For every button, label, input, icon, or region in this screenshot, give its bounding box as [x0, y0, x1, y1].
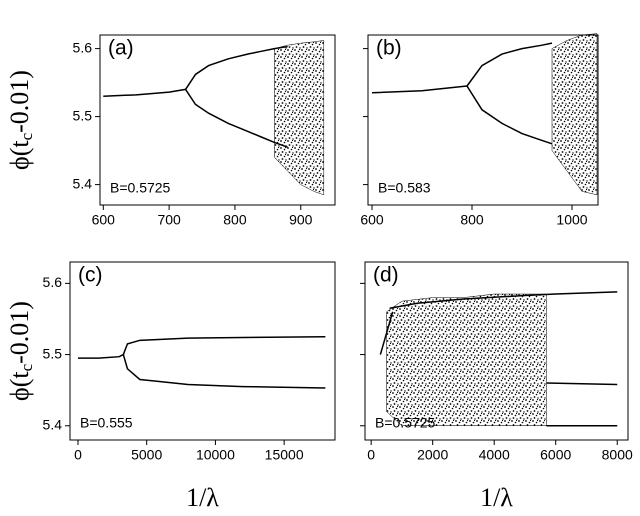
- branch: [466, 85, 553, 145]
- x-tick-label: 700: [157, 212, 181, 228]
- panel-label: (b): [376, 37, 402, 60]
- y-tick-label: 5.4: [43, 416, 63, 432]
- chaotic-band: [386, 293, 547, 427]
- panel-label: (d): [373, 264, 399, 287]
- branch: [389, 291, 618, 310]
- annotation: B=0.5725: [110, 180, 171, 196]
- x-tick-label: 800: [223, 212, 247, 228]
- x-axis-label: 1/λ: [480, 483, 513, 512]
- annotation: B=0.583: [378, 180, 431, 196]
- y-tick-label: 5.5: [73, 107, 93, 123]
- branch: [122, 354, 326, 389]
- branch: [184, 45, 288, 90]
- x-tick-label: 8000: [602, 447, 633, 463]
- branch: [103, 88, 186, 97]
- x-tick-label: 600: [360, 212, 384, 228]
- plot-frame: [99, 34, 336, 206]
- plot-frame: [364, 261, 629, 441]
- y-axis-label-part: ϕ(t: [5, 140, 34, 170]
- x-tick-label: 5000: [131, 447, 162, 463]
- x-tick-label: 2000: [417, 447, 448, 463]
- x-tick-label: 4000: [479, 447, 510, 463]
- x-tick-label: 1000: [556, 212, 587, 228]
- chaotic-band: [551, 33, 598, 196]
- branch: [466, 42, 553, 87]
- y-axis-label-part: -0.01): [5, 301, 34, 364]
- branch: [122, 336, 326, 355]
- x-axis-label: 1/λ: [186, 483, 219, 512]
- x-tick-label: 900: [289, 212, 313, 228]
- x-tick-label: 10000: [196, 447, 235, 463]
- y-tick-label: 5.6: [43, 274, 63, 290]
- y-axis-label: ϕ(tc-0.01): [5, 301, 36, 401]
- x-tick-label: 15000: [265, 447, 304, 463]
- branch: [371, 85, 468, 94]
- y-axis-label-part: c: [17, 132, 36, 140]
- y-axis-label-part: ϕ(t: [5, 371, 34, 401]
- plot-frame: [367, 34, 599, 206]
- chaotic-band: [274, 40, 325, 196]
- x-tick-label: 600: [92, 212, 116, 228]
- x-tick-label: 6000: [540, 447, 571, 463]
- annotation: B=0.555: [80, 415, 133, 431]
- y-tick-label: 5.4: [73, 175, 93, 191]
- branch: [546, 382, 618, 386]
- annotation: B=0.5725: [375, 415, 436, 431]
- y-tick-label: 5.5: [43, 345, 63, 361]
- branch: [77, 353, 124, 359]
- plot-frame: [69, 261, 336, 441]
- y-axis-label-part: c: [17, 363, 36, 371]
- x-tick-label: 0: [367, 447, 375, 463]
- panel-label: (a): [108, 37, 134, 60]
- panel-label: (c): [78, 264, 103, 287]
- branch: [379, 311, 394, 355]
- x-tick-label: 0: [74, 447, 82, 463]
- branch: [184, 88, 288, 148]
- y-axis-label: ϕ(tc-0.01): [5, 70, 36, 170]
- x-tick-label: 800: [460, 212, 484, 228]
- y-axis-label-part: -0.01): [5, 70, 34, 133]
- y-tick-label: 5.6: [73, 39, 93, 55]
